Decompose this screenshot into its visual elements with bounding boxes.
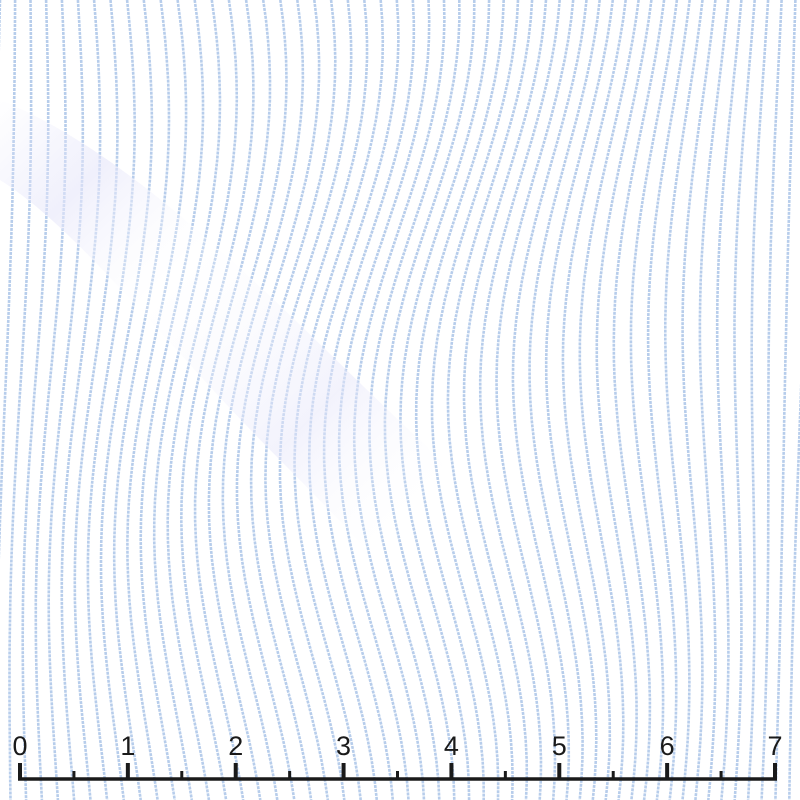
ruler-ticks — [18, 763, 777, 781]
ruler-label: 5 — [552, 731, 567, 761]
ruler-label: 7 — [767, 731, 782, 761]
stripe — [578, 0, 640, 800]
stripe — [715, 0, 743, 800]
stripe — [746, 0, 770, 800]
stripe — [774, 0, 797, 800]
stripe — [788, 382, 800, 800]
fold-shadow — [0, 100, 700, 800]
stripe — [60, 0, 102, 800]
stripe — [99, 0, 154, 800]
stripe — [511, 0, 588, 800]
stripe — [612, 0, 666, 800]
ruler-labels: 0 1 2 3 4 5 6 7 — [12, 731, 782, 761]
stripe — [646, 0, 691, 800]
stripe — [86, 0, 137, 800]
stripe — [352, 0, 446, 800]
ruler-label: 4 — [444, 731, 459, 761]
ruler-label: 2 — [228, 731, 243, 761]
stripe — [681, 0, 717, 800]
stripe — [47, 0, 85, 800]
stripe — [293, 0, 385, 800]
ruler-label: 0 — [12, 731, 27, 761]
stripe — [307, 0, 400, 800]
stripe — [664, 0, 704, 800]
stripe — [430, 0, 520, 800]
stripe — [322, 0, 416, 800]
stripe — [179, 0, 255, 800]
stripe — [73, 0, 119, 800]
ruler-label: 6 — [660, 731, 675, 761]
ruler-label: 1 — [120, 731, 135, 761]
stripe — [368, 0, 461, 800]
stripe — [698, 0, 730, 800]
ruler-label: 3 — [336, 731, 351, 761]
stripe — [595, 0, 653, 800]
stripe — [126, 0, 188, 800]
stripe — [207, 0, 288, 800]
stripe — [733, 0, 756, 800]
stripe — [760, 0, 783, 800]
stripe — [166, 0, 239, 800]
stripe — [152, 0, 222, 800]
stripe — [193, 0, 272, 800]
stripe — [337, 0, 431, 800]
stripe — [139, 0, 205, 800]
stripe — [112, 0, 171, 800]
